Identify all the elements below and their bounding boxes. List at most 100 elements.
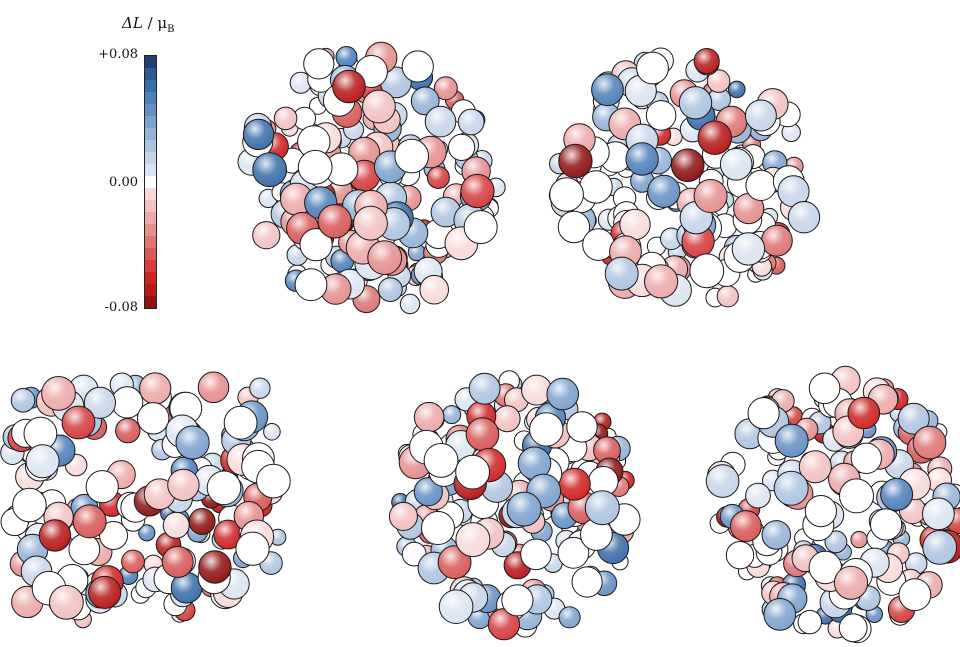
colorbar-segment <box>145 200 156 212</box>
atom-sphere <box>808 372 841 405</box>
atom-sphere <box>10 388 36 413</box>
atom-sphere <box>744 99 777 132</box>
atom-sphere <box>49 584 84 620</box>
atom-sphere <box>689 253 725 289</box>
atom-sphere <box>745 169 777 201</box>
colorbar-segment <box>145 272 156 284</box>
atom-sphere <box>763 598 797 631</box>
atom-sphere <box>12 487 47 523</box>
colorbar-title-sep: / <box>142 14 158 32</box>
atom-sphere <box>529 412 564 447</box>
atom-sphere <box>294 268 328 302</box>
atom-sphere <box>332 69 366 104</box>
atom-sphere <box>249 377 271 399</box>
atom-sphere <box>693 179 728 213</box>
atom-sphere <box>798 450 832 484</box>
colorbar-segment <box>145 116 156 128</box>
atom-sphere <box>549 177 584 212</box>
colorbar-title-symbol: ΔL <box>122 14 143 32</box>
cluster-1 <box>237 41 506 315</box>
atom-sphere <box>68 533 101 566</box>
atom-sphere <box>38 519 72 552</box>
colorbar-segment <box>145 248 156 260</box>
atom-sphere <box>138 524 156 542</box>
atom-sphere <box>870 508 903 541</box>
colorbar-segment <box>145 296 156 308</box>
atom-sphere <box>423 443 459 478</box>
atom-sphere <box>912 425 947 460</box>
atom-sphere <box>413 401 445 433</box>
atom-sphere <box>647 174 681 208</box>
atom-sphere <box>731 232 766 266</box>
atom-sphere <box>761 520 792 550</box>
atom-sphere <box>558 467 591 501</box>
atom-sphere <box>85 470 119 504</box>
atom-sphere <box>41 376 76 411</box>
atom-sphere <box>367 240 403 276</box>
atom-sphere <box>88 575 122 610</box>
atom-sphere <box>571 566 603 598</box>
atom-sphere <box>455 522 491 558</box>
cluster-2 <box>548 47 821 308</box>
atom-sphere <box>787 201 821 234</box>
atom-sphere <box>774 423 809 458</box>
atom-sphere <box>438 589 474 625</box>
atom-sphere <box>506 491 542 527</box>
colorbar-segment <box>145 128 156 140</box>
atom-sphere <box>235 531 270 566</box>
atom-sphere <box>72 504 107 539</box>
atom-sphere <box>465 417 500 452</box>
atom-sphere <box>161 545 194 578</box>
atom-sphere <box>838 613 868 643</box>
atom-sphere <box>317 204 352 239</box>
atom-sphere <box>463 210 498 245</box>
atom-sphere <box>421 511 455 545</box>
colorbar-segment <box>145 164 156 176</box>
atom-sphere <box>558 143 593 179</box>
atom-sphere <box>223 405 258 440</box>
colorbar-title: ΔL / μB <box>122 14 175 35</box>
cluster-4 <box>388 370 641 641</box>
atom-sphere <box>579 170 613 204</box>
atom-sphere <box>745 482 771 509</box>
atom-sphere <box>197 371 230 404</box>
atom-sphere <box>847 396 881 430</box>
atom-sphere <box>413 477 443 507</box>
atom-sphere <box>188 508 216 535</box>
colorbar-segment <box>145 80 156 92</box>
atom-sphere <box>824 530 848 554</box>
atom-sphere <box>636 51 669 85</box>
atom-sphere <box>335 46 358 68</box>
atom-sphere <box>242 118 275 151</box>
atom-sphere <box>670 148 705 183</box>
atom-sphere <box>353 205 388 241</box>
atom-sphere <box>644 264 679 299</box>
atom-sphere <box>433 76 458 101</box>
atom-sphere <box>678 86 713 120</box>
atom-sphere <box>716 285 739 308</box>
atom-sphere <box>437 545 472 580</box>
atom-sphere <box>175 425 210 460</box>
atom-sphere <box>839 478 874 514</box>
atom-sphere <box>566 411 598 443</box>
atom-sphere <box>256 463 291 499</box>
atom-sphere <box>303 48 335 80</box>
atom-sphere <box>520 538 552 571</box>
atom-sphere <box>426 166 450 189</box>
atom-sphere <box>922 530 958 565</box>
colorbar-segment <box>145 284 156 296</box>
atom-sphere <box>448 133 476 161</box>
colorbar-tick-zero: 0.00 <box>109 175 138 190</box>
atom-sphere <box>424 105 457 138</box>
atom-sphere <box>61 405 96 440</box>
atom-sphere <box>747 397 780 430</box>
atom-sphere <box>25 444 60 479</box>
atom-sphere <box>850 530 868 549</box>
atom-sphere <box>419 274 450 305</box>
atom-sphere <box>198 550 232 584</box>
atom-sphere <box>557 536 590 569</box>
atom-sphere <box>773 470 809 506</box>
colorbar-tick-min: -0.08 <box>104 300 138 315</box>
atom-sphere <box>273 106 298 131</box>
